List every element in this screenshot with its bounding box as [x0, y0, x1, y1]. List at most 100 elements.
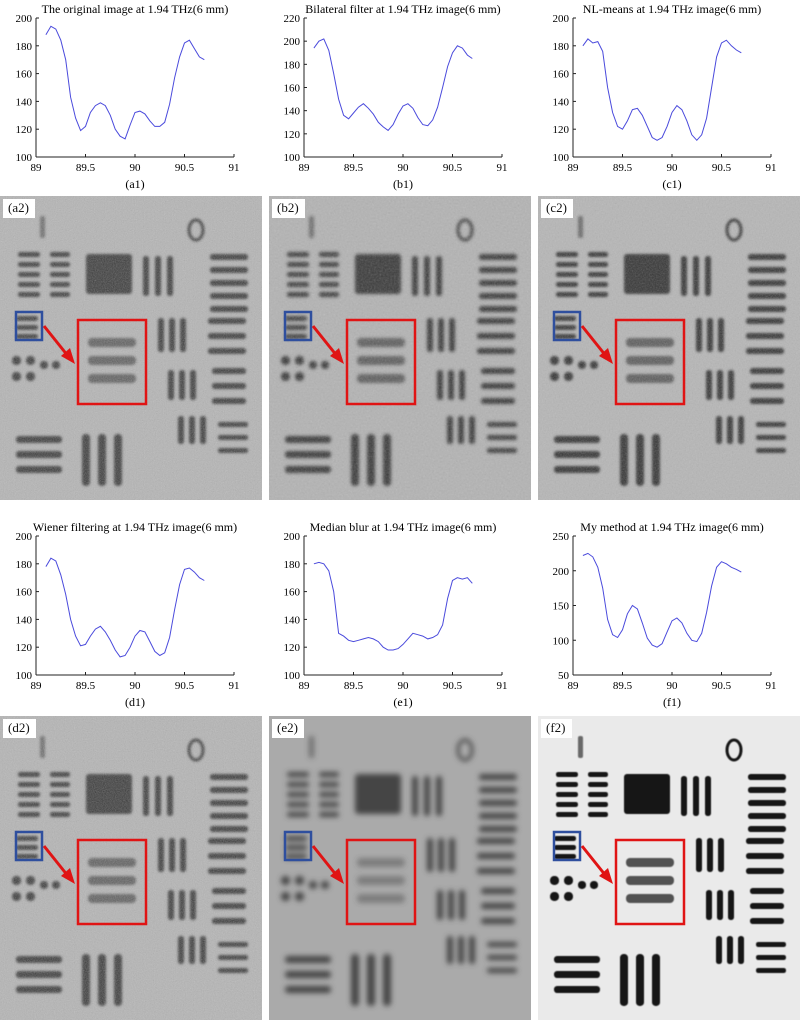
zoom-arrow [311, 845, 339, 877]
y-tick-label: 140 [16, 96, 33, 108]
zoom-inset [78, 320, 146, 404]
y-tick-label: 140 [16, 614, 33, 626]
arrow-head [599, 348, 613, 364]
y-tick-label: 200 [16, 531, 33, 543]
chart-title: Wiener filtering at 1.94 THz image(6 mm) [33, 520, 237, 534]
y-tick-label: 120 [553, 124, 570, 136]
y-tick-label: 160 [16, 587, 33, 599]
zoom-inset [616, 320, 684, 404]
y-tick-label: 100 [284, 670, 301, 682]
chart-d1: Wiener filtering at 1.94 THz image(6 mm)… [16, 520, 240, 709]
y-tick-label: 150 [553, 601, 570, 613]
y-tick-label: 160 [16, 69, 33, 81]
y-tick-label: 140 [284, 614, 301, 626]
series-line [313, 561, 473, 651]
series-line [582, 552, 742, 648]
series-line [582, 38, 742, 142]
panel-label: (e2) [272, 719, 304, 738]
zoom-box [76, 838, 148, 926]
panel-label: (a1) [125, 177, 144, 191]
chart-title: The original image at 1.94 THz(6 mm) [42, 2, 229, 16]
y-tick-label: 120 [284, 129, 301, 141]
roi-box [283, 830, 313, 862]
roi-box [283, 310, 313, 342]
y-tick-label: 100 [16, 152, 33, 164]
x-tick-label: 90 [398, 162, 410, 174]
x-tick-label: 89.5 [613, 680, 633, 692]
x-tick-label: 90 [398, 680, 410, 692]
x-tick-label: 90.5 [175, 680, 195, 692]
arrow-head [330, 868, 344, 884]
chart-title: My method at 1.94 THz image(6 mm) [580, 520, 763, 534]
chart-title: Bilateral filter at 1.94 THz image(6 mm) [305, 2, 500, 16]
chart-title: Median blur at 1.94 THz image(6 mm) [310, 520, 497, 534]
x-tick-label: 91 [229, 680, 240, 692]
resolution-target-image [0, 196, 262, 500]
x-tick-label: 89 [31, 680, 43, 692]
y-tick-label: 120 [16, 124, 33, 136]
zoom-box [614, 838, 686, 926]
x-tick-label: 89 [299, 162, 311, 174]
zoom-arrow [311, 325, 339, 357]
zoom-inset [616, 840, 684, 924]
y-tick-label: 120 [16, 642, 33, 654]
chart-b1: Bilateral filter at 1.94 THz image(6 mm)… [284, 2, 508, 191]
x-tick-label: 89 [299, 680, 311, 692]
y-tick-label: 160 [553, 69, 570, 81]
zoom-box [345, 318, 417, 406]
zoom-box [76, 318, 148, 406]
roi-box [14, 310, 44, 342]
zoom-box [345, 838, 417, 926]
x-tick-label: 90.5 [712, 680, 732, 692]
arrow-head [61, 348, 75, 364]
panel-label: (f2) [541, 719, 572, 738]
target-pattern [550, 736, 786, 1006]
y-tick-label: 100 [553, 635, 570, 647]
arrow-head [599, 868, 613, 884]
panel-label: (d2) [3, 719, 36, 738]
y-tick-label: 180 [16, 41, 33, 53]
x-tick-label: 89.5 [613, 162, 633, 174]
zoom-box [614, 318, 686, 406]
resolution-target-image [0, 716, 262, 1020]
y-tick-label: 100 [16, 670, 33, 682]
zoom-arrow [580, 845, 608, 877]
x-tick-label: 89.5 [344, 162, 364, 174]
resolution-target-image [269, 196, 531, 500]
x-tick-label: 89.5 [344, 680, 364, 692]
image-panel-e2: (e2) [269, 716, 531, 1020]
chart-panel-c1: NL-means at 1.94 THz image(6 mm) 89 89.5 90… [537, 0, 800, 192]
series-line [45, 557, 205, 658]
y-tick-label: 200 [553, 13, 570, 25]
image-panel-d2: (d2) [0, 716, 262, 1020]
chart-panel-b1: Bilateral filter at 1.94 THz image(6 mm)… [268, 0, 534, 192]
y-tick-label: 220 [284, 13, 301, 25]
target-pattern [281, 736, 517, 1006]
y-tick-label: 180 [553, 41, 570, 53]
x-tick-label: 89.5 [76, 162, 96, 174]
roi-box [14, 830, 44, 862]
x-tick-label: 91 [497, 680, 508, 692]
y-tick-label: 250 [553, 531, 570, 543]
arrow-head [330, 348, 344, 364]
zoom-arrow [42, 845, 70, 877]
zoom-arrow [42, 325, 70, 357]
panel-label: (b2) [272, 199, 305, 218]
image-panel-c2: (c2) [538, 196, 800, 500]
y-tick-label: 200 [553, 566, 570, 578]
y-tick-label: 200 [284, 36, 301, 48]
arrow-head [61, 868, 75, 884]
roi-box [552, 310, 582, 342]
chart-panel-d1: Wiener filtering at 1.94 THz image(6 mm)… [0, 518, 266, 710]
y-tick-label: 200 [284, 531, 301, 543]
resolution-target-image [538, 716, 800, 1020]
x-tick-label: 89 [568, 680, 580, 692]
series-line [45, 25, 205, 140]
resolution-target-image [269, 716, 531, 1020]
x-tick-label: 91 [497, 162, 508, 174]
chart-f1: My method at 1.94 THz image(6 mm) 89 89.5 9… [553, 520, 777, 709]
panel-label: (c2) [541, 199, 573, 218]
y-tick-label: 180 [284, 59, 301, 71]
chart-panel-e1: Median blur at 1.94 THz image(6 mm) 89 89.… [268, 518, 534, 710]
